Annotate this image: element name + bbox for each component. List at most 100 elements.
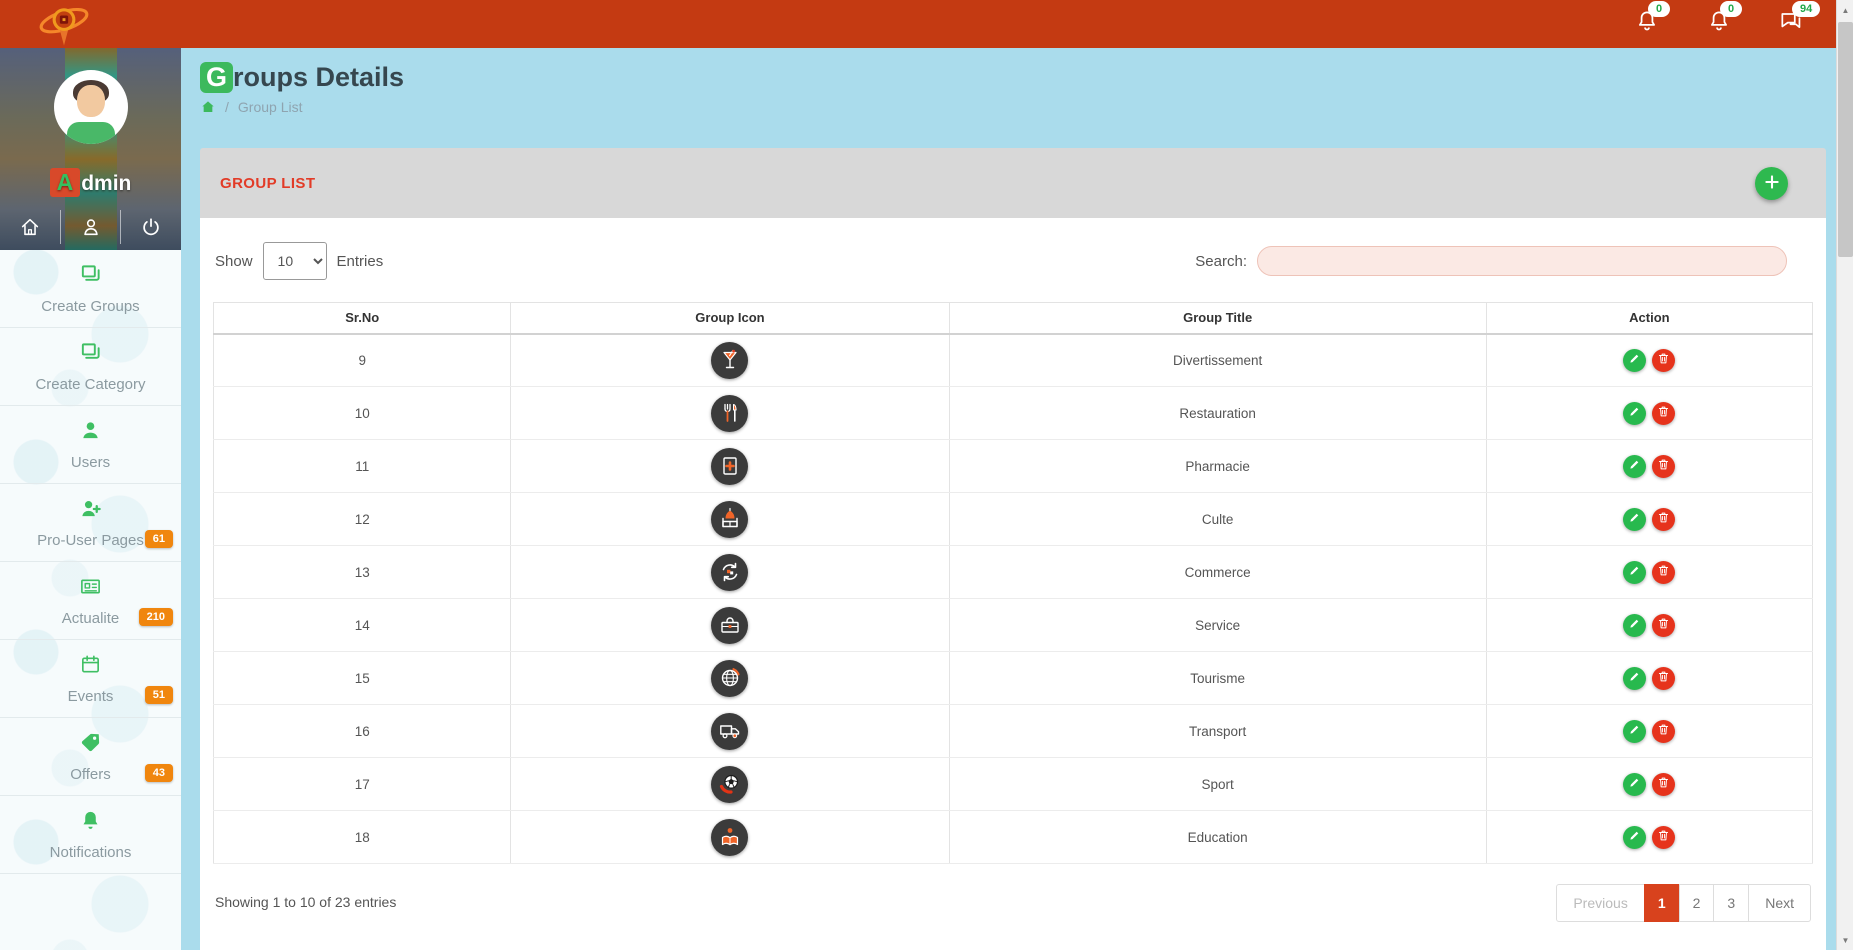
messages-icon[interactable]: 94 [1778, 1, 1821, 36]
edit-button[interactable] [1623, 454, 1647, 478]
group-title-cell: Tourisme [948, 651, 1487, 705]
edit-button[interactable] [1623, 507, 1647, 531]
soccer-icon [711, 765, 749, 803]
sidebar-item-users[interactable]: Users [0, 406, 181, 484]
entries-label: Entries [336, 252, 384, 270]
edit-button[interactable] [1623, 719, 1647, 743]
edit-button[interactable] [1623, 560, 1647, 584]
notification-bell-icon[interactable]: 0 [1634, 1, 1671, 38]
edit-button[interactable] [1623, 825, 1647, 849]
action-cell [1485, 492, 1814, 546]
alert-count-badge: 0 [1720, 1, 1743, 17]
page-button-2[interactable]: 2 [1678, 884, 1715, 922]
group-icon-cell [510, 704, 950, 758]
delete-button[interactable] [1652, 719, 1676, 743]
profile-icon[interactable] [59, 210, 121, 244]
sidebar-item-notifications[interactable]: Notifications [0, 796, 181, 874]
sr-no-cell: 13 [212, 545, 512, 599]
edit-button[interactable] [1623, 401, 1647, 425]
sidebar-item-pro-user-pages[interactable]: Pro-User Pages 61 [0, 484, 181, 562]
col-header-srno: Sr.No [212, 302, 512, 335]
scrollbar-thumb[interactable] [1838, 22, 1853, 257]
app-logo-icon[interactable] [36, 2, 92, 48]
group-title-cell: Sport [948, 757, 1487, 811]
table-row: 11 Pharmacie [212, 439, 1814, 493]
action-cell [1485, 598, 1814, 652]
delete-button[interactable] [1652, 348, 1676, 372]
trash-icon [1657, 617, 1670, 633]
count-badge: 43 [144, 764, 173, 782]
sr-no-cell: 18 [212, 810, 512, 864]
delete-button[interactable] [1652, 613, 1676, 637]
page-button-1[interactable]: 1 [1643, 884, 1680, 922]
delete-button[interactable] [1652, 454, 1676, 478]
sr-no-cell: 9 [212, 333, 512, 387]
delete-button[interactable] [1652, 560, 1676, 584]
scroll-up-arrow-icon[interactable]: ▲ [1841, 5, 1850, 15]
sidebar-item-label: Events [67, 688, 114, 705]
col-header-action: Action [1485, 302, 1814, 335]
avatar[interactable] [53, 70, 128, 144]
sidebar-item-label: Offers [70, 766, 111, 783]
avatar-shirt [66, 122, 115, 144]
group-title-cell: Restauration [948, 386, 1487, 440]
delete-button[interactable] [1652, 772, 1676, 796]
newspaper-icon [79, 575, 102, 598]
delete-button[interactable] [1652, 401, 1676, 425]
edit-button[interactable] [1623, 348, 1647, 372]
panel-header: GROUP LIST [200, 148, 1826, 218]
plus-icon [1763, 173, 1781, 194]
breadcrumb-home-icon[interactable] [200, 99, 216, 115]
sidebar-item-label: Create Category [35, 376, 146, 393]
sidebar-item-events[interactable]: Events 51 [0, 640, 181, 718]
panel-body: Show 10 Entries Search: Sr.No [200, 218, 1826, 950]
user-icon [79, 419, 102, 442]
group-icon-cell [510, 651, 950, 705]
trash-icon [1657, 511, 1670, 527]
topbar: 0 0 94 [0, 0, 1836, 48]
group-title-cell: Service [948, 598, 1487, 652]
search-input[interactable] [1257, 246, 1787, 276]
trash-icon [1657, 829, 1670, 845]
page-button-3[interactable]: 3 [1713, 884, 1750, 922]
home-icon[interactable] [0, 210, 60, 244]
title-initial-badge: G [200, 62, 234, 93]
add-group-button[interactable] [1755, 167, 1788, 200]
pagination: Previous 1 2 3 Next [1556, 884, 1811, 922]
pencil-icon [1628, 458, 1641, 474]
group-title-cell: Commerce [948, 545, 1487, 599]
delete-button[interactable] [1652, 666, 1676, 690]
pencil-icon [1628, 670, 1641, 686]
edit-button[interactable] [1623, 613, 1647, 637]
count-badge: 61 [144, 530, 173, 548]
trash-icon [1657, 723, 1670, 739]
sr-no-cell: 11 [212, 439, 512, 493]
alert-bell-icon[interactable]: 0 [1706, 1, 1743, 36]
previous-page-button[interactable]: Previous [1556, 884, 1645, 922]
sr-no-cell: 17 [212, 757, 512, 811]
vertical-scrollbar[interactable]: ▲ ▼ [1836, 0, 1853, 950]
col-header-group-icon: Group Icon [510, 302, 950, 335]
pencil-icon [1628, 723, 1641, 739]
logout-power-icon[interactable] [120, 210, 181, 244]
edit-button[interactable] [1623, 666, 1647, 690]
sidebar-item-actualite[interactable]: Actualite 210 [0, 562, 181, 640]
sidebar-item-offers[interactable]: Offers 43 [0, 718, 181, 796]
bell-icon [1634, 11, 1660, 38]
sidebar-item-create-groups[interactable]: Create Groups [0, 250, 181, 328]
scroll-down-arrow-icon[interactable]: ▼ [1841, 935, 1850, 945]
delete-button[interactable] [1652, 825, 1676, 849]
pencil-icon [1628, 776, 1641, 792]
entries-select[interactable]: 10 [262, 242, 327, 280]
toolbox-icon [711, 606, 749, 644]
col-header-group-title: Group Title [948, 302, 1487, 335]
table-row: 10 Restauration [212, 386, 1814, 440]
edit-button[interactable] [1623, 772, 1647, 796]
next-page-button[interactable]: Next [1748, 884, 1811, 922]
sidebar-item-create-category[interactable]: Create Category [0, 328, 181, 406]
copy-icon [79, 341, 102, 364]
trash-icon [1657, 458, 1670, 474]
delete-button[interactable] [1652, 507, 1676, 531]
table-footer: Showing 1 to 10 of 23 entries Previous 1 2… [213, 864, 1813, 922]
